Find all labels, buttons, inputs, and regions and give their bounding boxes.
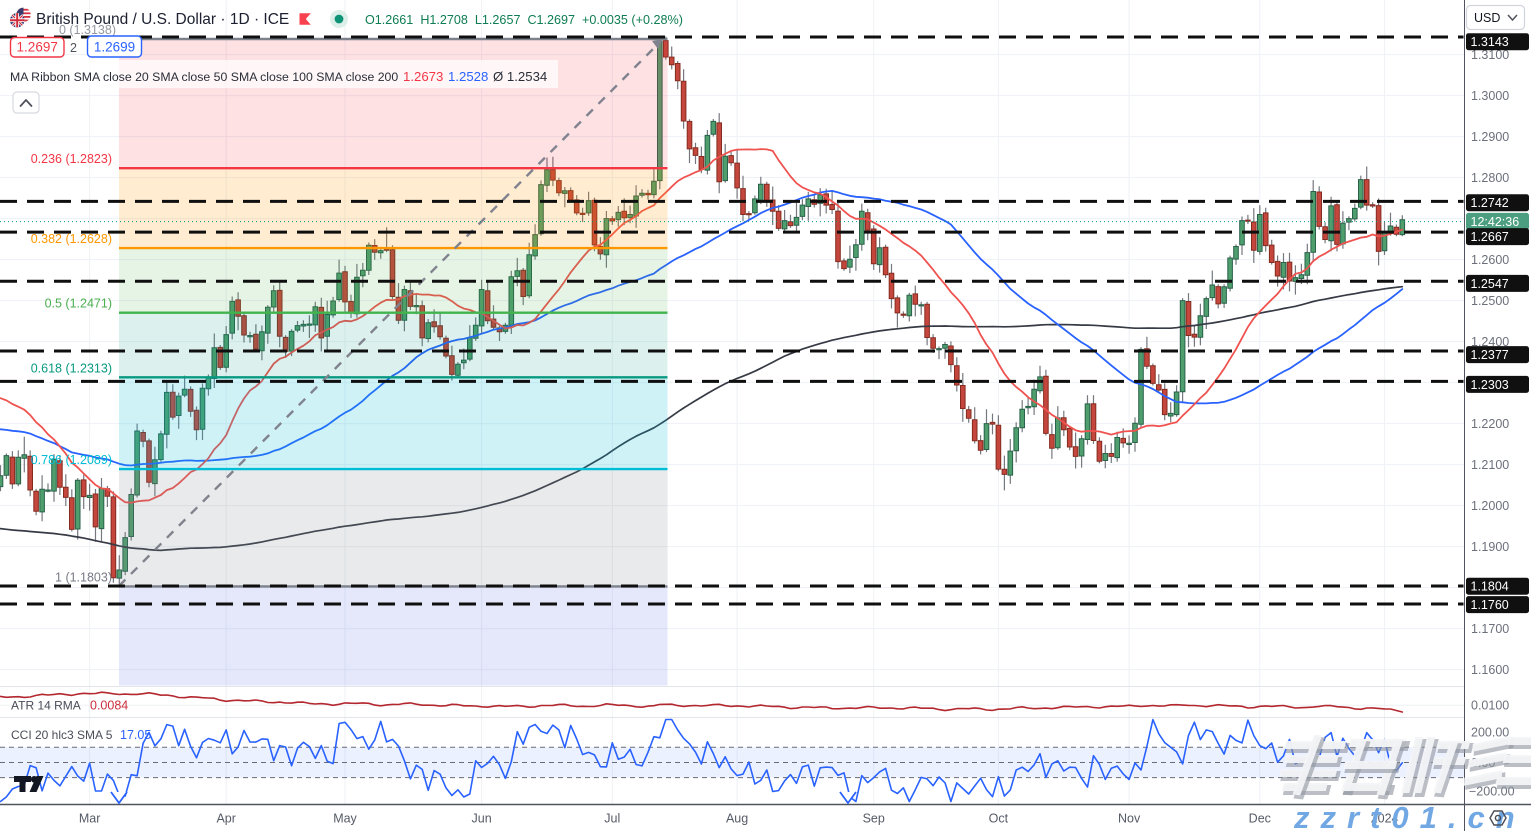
svg-text:1.3143: 1.3143 [1471,35,1509,49]
svg-text:2024: 2024 [1371,812,1399,826]
svg-text:1.2699: 1.2699 [94,40,135,55]
svg-text:MA Ribbon SMA close 20 SMA clo: MA Ribbon SMA close 20 SMA close 50 SMA … [10,70,398,84]
svg-text:Sep: Sep [863,812,885,826]
svg-text:0.5 (1.2471): 0.5 (1.2471) [45,297,112,311]
svg-text:0.0100: 0.0100 [1471,699,1509,713]
svg-text:CCI 20 hlc3 SMA 5: CCI 20 hlc3 SMA 5 [11,728,113,742]
svg-text:1.2303: 1.2303 [1471,378,1509,392]
svg-text:0.236 (1.2823): 0.236 (1.2823) [31,152,112,166]
svg-text:Dec: Dec [1249,812,1271,826]
svg-text:1.2742: 1.2742 [1471,196,1509,210]
svg-text:1.2697: 1.2697 [17,40,58,55]
svg-text:1.2673: 1.2673 [403,69,443,84]
svg-text:1.1700: 1.1700 [1471,622,1509,636]
svg-text:200.00: 200.00 [1471,726,1509,740]
svg-text:0.618 (1.2313): 0.618 (1.2313) [31,361,112,375]
svg-text:1.2547: 1.2547 [1471,277,1509,291]
svg-text:1.2377: 1.2377 [1471,348,1509,362]
svg-text:zzrt01.cn: zzrt01.cn [1293,800,1526,831]
svg-text:1.1760: 1.1760 [1471,598,1509,612]
svg-text:0 (1.3138): 0 (1.3138) [59,23,116,37]
svg-text:Apr: Apr [216,812,235,826]
svg-text:1.2000: 1.2000 [1471,499,1509,513]
svg-text:1.2900: 1.2900 [1471,130,1509,144]
svg-text:1.2500: 1.2500 [1471,294,1509,308]
svg-text:British Pound / U.S. Dollar ·: British Pound / U.S. Dollar · 1D · ICE [36,11,289,28]
svg-text:1.2400: 1.2400 [1471,335,1509,349]
svg-text:1.1900: 1.1900 [1471,540,1509,554]
svg-text:Nov: Nov [1118,812,1141,826]
svg-text:1.2667: 1.2667 [1471,230,1509,244]
svg-text:May: May [333,812,357,826]
svg-text:12:42:36: 12:42:36 [1471,215,1520,229]
svg-text:Mar: Mar [79,812,101,826]
svg-text:1.2800: 1.2800 [1471,171,1509,185]
svg-text:1.2528: 1.2528 [448,69,488,84]
svg-text:17.05: 17.05 [120,728,151,742]
svg-text:O1.2661 H1.2708 L1.2657 C1.: O1.2661 H1.2708 L1.2657 C1.2697 +0.0035 … [365,13,683,27]
svg-text:0.0084: 0.0084 [90,699,128,713]
svg-text:Oct: Oct [989,812,1009,826]
svg-text:1 (1.1803): 1 (1.1803) [55,570,112,584]
svg-text:Aug: Aug [726,812,748,826]
svg-text:1.1804: 1.1804 [1471,580,1509,594]
svg-text:Ø 1.2534: Ø 1.2534 [493,69,547,84]
svg-text:1.2200: 1.2200 [1471,417,1509,431]
svg-text:Jun: Jun [472,812,492,826]
svg-text:2: 2 [70,41,77,55]
svg-text:Jul: Jul [604,812,620,826]
svg-text:0.786 (1.2089): 0.786 (1.2089) [31,453,112,467]
svg-text:ATR 14 RMA: ATR 14 RMA [11,699,81,713]
svg-text:0.382 (1.2628): 0.382 (1.2628) [31,232,112,246]
svg-text:1.3000: 1.3000 [1471,89,1509,103]
svg-text:1.2600: 1.2600 [1471,253,1509,267]
svg-text:1.1600: 1.1600 [1471,663,1509,677]
svg-text:1.2100: 1.2100 [1471,458,1509,472]
svg-text:1.3100: 1.3100 [1471,48,1509,62]
svg-text:USD: USD [1474,11,1500,25]
